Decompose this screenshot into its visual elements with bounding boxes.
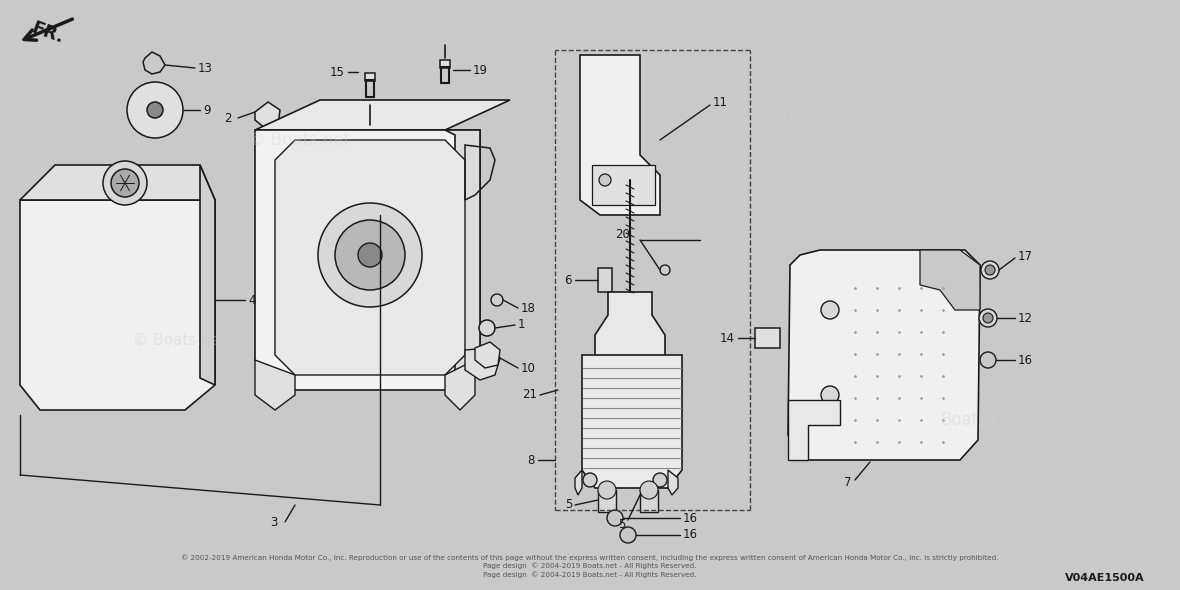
Polygon shape [595,292,666,360]
Text: 10: 10 [522,362,536,375]
Text: FR.: FR. [30,19,67,47]
Circle shape [479,320,494,336]
Text: 6: 6 [564,274,572,287]
Text: © 2002-2019 American Honda Motor Co., Inc. Reproduction or use of the contents o: © 2002-2019 American Honda Motor Co., In… [182,555,998,569]
Text: Page design  © 2004-2019 Boats.net - All Rights Reserved.: Page design © 2004-2019 Boats.net - All … [484,572,696,578]
Polygon shape [920,250,981,310]
Text: 16: 16 [683,512,699,525]
Circle shape [583,473,597,487]
Text: 1: 1 [518,319,525,332]
Bar [598,490,616,512]
Text: 12: 12 [1018,312,1032,325]
Text: 11: 11 [713,97,728,110]
Circle shape [103,161,148,205]
Polygon shape [788,400,840,460]
Text: 17: 17 [1018,250,1032,263]
Polygon shape [199,165,215,385]
Polygon shape [275,140,465,375]
Text: 20: 20 [615,228,630,241]
Text: 4: 4 [248,293,256,306]
Text: V04AE1500A: V04AE1500A [1066,573,1145,583]
Text: 18: 18 [522,301,536,314]
Polygon shape [20,165,215,200]
Circle shape [598,481,616,499]
Text: 14: 14 [720,332,735,345]
Text: 21: 21 [522,388,537,402]
Polygon shape [445,360,476,410]
Circle shape [985,265,995,275]
Text: 13: 13 [198,61,212,74]
Circle shape [653,473,667,487]
Bar [365,73,375,81]
Text: 15: 15 [330,65,345,78]
Polygon shape [592,165,655,205]
Text: © Boats.net: © Boats.net [729,111,831,129]
Circle shape [981,352,996,368]
Text: 16: 16 [683,529,699,542]
Circle shape [148,102,163,118]
Bar [755,328,780,348]
Polygon shape [465,348,500,380]
Circle shape [981,261,999,279]
Polygon shape [575,470,582,495]
Text: © Boats.net: © Boats.net [249,131,350,149]
Bar [440,60,450,68]
Polygon shape [788,250,981,460]
Polygon shape [255,130,480,390]
Circle shape [620,527,636,543]
Circle shape [358,243,382,267]
Polygon shape [255,102,280,128]
Circle shape [607,510,623,526]
Circle shape [983,313,994,323]
Circle shape [111,169,139,197]
Text: 3: 3 [270,516,278,529]
Text: Boats.net: Boats.net [940,411,1020,429]
Text: © Boats.net: © Boats.net [133,333,227,348]
Polygon shape [255,100,510,130]
Polygon shape [581,55,660,215]
Text: 8: 8 [527,454,535,467]
Circle shape [317,203,422,307]
Text: 19: 19 [473,64,489,77]
Polygon shape [476,342,500,368]
Text: 2: 2 [224,112,232,124]
Bar [640,490,658,512]
Circle shape [127,82,183,138]
Circle shape [599,174,611,186]
Bar [598,268,612,292]
Text: 5: 5 [564,499,572,512]
Polygon shape [582,355,682,488]
Circle shape [660,265,670,275]
Circle shape [335,220,405,290]
Circle shape [640,481,658,499]
Polygon shape [255,360,295,410]
Circle shape [491,294,503,306]
Text: 16: 16 [1018,353,1032,366]
Polygon shape [20,200,215,410]
Polygon shape [668,470,678,495]
Polygon shape [445,130,480,390]
Text: 9: 9 [203,103,210,116]
Text: 5: 5 [618,519,625,532]
Circle shape [821,301,839,319]
Text: 7: 7 [844,477,852,490]
Circle shape [821,386,839,404]
Circle shape [979,309,997,327]
